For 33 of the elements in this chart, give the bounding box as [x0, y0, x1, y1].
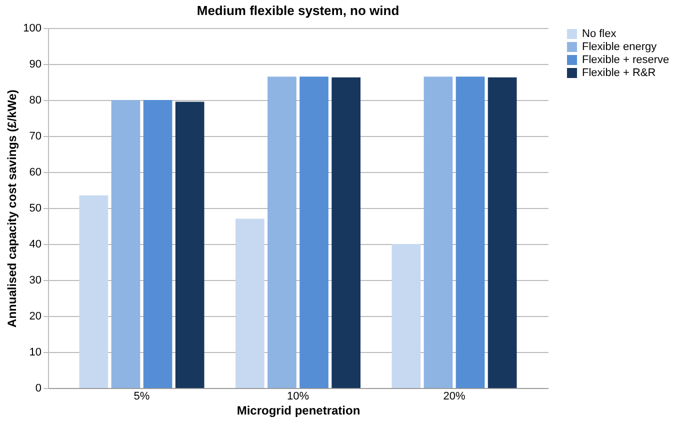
y-tick-label: 50: [29, 202, 42, 214]
bar: [488, 77, 517, 388]
y-tick-label: 90: [29, 58, 42, 70]
bar: [143, 100, 172, 388]
legend-label: Flexible + reserve: [582, 54, 670, 66]
bar: [79, 195, 108, 388]
bar: [332, 77, 360, 388]
legend-label: No flex: [582, 28, 617, 40]
bar: [268, 76, 296, 388]
legend-label: Flexible energy: [582, 41, 658, 53]
y-tick-label: 10: [29, 346, 42, 358]
bar: [456, 76, 485, 388]
y-tick-label: 30: [29, 274, 42, 286]
y-tick-label: 70: [29, 130, 42, 142]
y-tick-label: 60: [29, 166, 42, 178]
x-tick-label: 10%: [286, 390, 310, 402]
y-tick-label: 40: [29, 238, 42, 250]
y-tick-label: 80: [29, 94, 42, 106]
y-tick-label: 20: [29, 310, 42, 322]
x-axis-title: Microgrid penetration: [236, 404, 360, 418]
bar: [175, 102, 204, 388]
legend-label: Flexible + R&R: [582, 67, 656, 79]
bar: [392, 244, 421, 388]
chart-title: Medium flexible system, no wind: [196, 3, 400, 18]
x-tick-label: 20%: [443, 390, 466, 402]
bar: [236, 218, 264, 388]
bar: [424, 76, 453, 388]
y-axis-title: Annualised capacity cost savings (£/kWe): [5, 90, 20, 328]
y-tick-label: 0: [35, 382, 42, 394]
y-tick-label: 100: [23, 22, 42, 34]
x-tick-label: 5%: [134, 390, 150, 402]
bar: [111, 100, 140, 388]
bar: [300, 76, 328, 388]
